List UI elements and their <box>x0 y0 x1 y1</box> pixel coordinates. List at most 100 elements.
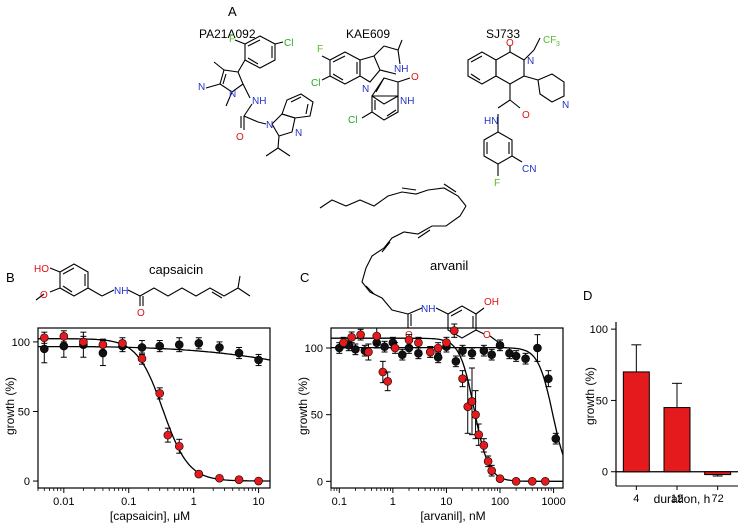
sj733-o1-label: O <box>506 38 514 49</box>
chart-b-point-series1 <box>194 469 204 479</box>
chart-c-point-series0 <box>433 353 443 362</box>
sj733-hn-label: HN <box>484 116 498 127</box>
chart-d-xtick-label: 12 <box>671 493 683 505</box>
panel-label-d: D <box>583 288 592 303</box>
chart-c-point-series1 <box>471 410 480 419</box>
chart-b-point-series1 <box>234 475 244 484</box>
kae609-n-label: N <box>362 84 369 95</box>
sj733-cf3-label: CF <box>543 35 556 46</box>
capsaicin-structure <box>35 263 251 306</box>
chart-b-xlabel: [capsaicin], μM <box>110 509 190 523</box>
capsaicin-ho-label: HO <box>34 264 49 275</box>
chart-c-point-series0 <box>351 345 360 354</box>
chart-c-point-series1 <box>511 477 521 486</box>
chart-c-point-series1 <box>404 335 414 345</box>
chart-c-point-series1 <box>426 347 435 357</box>
chart-c-point-series1 <box>390 343 400 353</box>
arvanil-o1-label: O <box>483 330 491 341</box>
chart-c-point-series1 <box>474 430 483 439</box>
chart-c-point-series1 <box>483 457 493 466</box>
kae609-structure <box>321 39 411 121</box>
chart-d-ytick-label: 100 <box>590 324 608 336</box>
chart-b-point-series1 <box>174 441 184 451</box>
chart-b-point-series1 <box>163 430 173 440</box>
pa21a092-nh-label: NH <box>252 96 266 107</box>
kae609-cl1-label: Cl <box>311 78 320 89</box>
chart-c-point-series1 <box>479 441 489 450</box>
chart-c-xtick-label: 1000 <box>541 496 565 508</box>
pa21a092-n2-label: N <box>229 89 236 100</box>
chart-c-point-series1 <box>433 343 443 353</box>
chart-c-point-series0 <box>533 343 542 353</box>
sj733-structure <box>467 37 565 176</box>
chart-c-point-series1 <box>449 326 459 335</box>
chart-c-point-series1 <box>487 466 497 475</box>
kae609-hn-label: NH <box>400 96 414 107</box>
chart-b-xtick-label: 1 <box>191 496 197 508</box>
sj733-f-label: F <box>494 178 500 189</box>
chart-b-point-series0 <box>254 355 263 365</box>
chart-b-xtick-label: 10 <box>252 496 264 508</box>
chart-b-point-series1 <box>215 473 224 483</box>
chart-d-ytick-label: 0 <box>602 467 608 479</box>
chart-d-xtick-label: 72 <box>712 493 724 505</box>
sj733-cn-label: CN <box>522 164 536 175</box>
chart-c-point-series0 <box>467 349 477 358</box>
chart-c-point-series1 <box>467 397 477 406</box>
chart-b-point-series0 <box>59 341 69 351</box>
pa21a092-o-label: O <box>236 132 244 143</box>
chart-c-point-series1 <box>364 347 373 357</box>
chart-c-point-series0 <box>479 346 489 355</box>
chart-c-xtick-label: 10 <box>440 496 452 508</box>
chart-c-point-series1 <box>356 330 365 339</box>
chart-c-point-series0 <box>487 350 497 359</box>
sj733-cf3-subscript: 3 <box>556 41 560 48</box>
chart-b-point-series1 <box>98 340 108 349</box>
chart-b-fit-line-0 <box>38 345 271 361</box>
chart-c-point-series0 <box>397 350 407 359</box>
chart-d-ylabel: growth (%) <box>583 367 597 425</box>
chart-c-ytick-label: 50 <box>311 410 323 422</box>
capsaicin-name: capsaicin <box>149 262 203 277</box>
kae609-cl2-label: Cl <box>348 115 357 126</box>
chart-b-xtick-label: 0.01 <box>53 496 74 508</box>
chart-b-ytick-label: 0 <box>24 476 30 488</box>
chart-d-bar-12 <box>663 407 691 473</box>
chart-c-xtick-label: 0.1 <box>332 496 347 508</box>
chart-b-point-series1 <box>155 389 165 398</box>
arvanil-nh-label: NH <box>421 304 435 315</box>
chart-d-bar-72 <box>704 471 732 476</box>
compound-name-kae609: KAE609 <box>346 27 390 41</box>
chart-b-point-series1 <box>254 476 263 486</box>
chart-b-ytick-label: 100 <box>12 337 30 349</box>
chart-c-point-series0 <box>544 374 553 383</box>
chart-b-point-series0 <box>174 340 184 349</box>
panel-label-a: A <box>228 4 237 19</box>
chart-d-ytick-label: 50 <box>596 395 608 407</box>
compound-name-pa21a092: PA21A092 <box>199 27 256 41</box>
pa21a092-n1-label: N <box>198 82 205 93</box>
chart-b-ylabel: growth (%) <box>3 377 17 435</box>
chart-c-point-series0 <box>451 357 461 366</box>
capsaicin-o2-label: O <box>137 308 145 319</box>
chart-c-frame <box>330 327 564 489</box>
sj733-n1-label: N <box>527 56 534 67</box>
chart-c-xlabel: [arvanil], nM <box>420 509 485 523</box>
chart-c-point-series1 <box>339 338 348 347</box>
chart-b-fit-line-1 <box>38 338 270 482</box>
chart-c-point-series0 <box>551 434 561 443</box>
pa21a092-f-label: F <box>229 34 235 45</box>
arvanil-structure <box>319 183 499 343</box>
chart-c-point-series1 <box>414 338 423 347</box>
chart-c-point-series1 <box>495 474 505 483</box>
chart-b-point-series0 <box>137 343 147 352</box>
pa21a092-n3-label: N <box>266 120 273 131</box>
chart-c-ytick-label: 0 <box>317 476 323 488</box>
kae609-f-label: F <box>317 44 323 55</box>
chart-c-ytick-label: 100 <box>305 343 323 355</box>
chart-c-ylabel: growth (%) <box>296 377 310 435</box>
capsaicin-nh-label: NH <box>114 286 128 297</box>
chart-c-point-series0 <box>511 351 521 361</box>
chart-c-point-series1 <box>540 477 550 486</box>
